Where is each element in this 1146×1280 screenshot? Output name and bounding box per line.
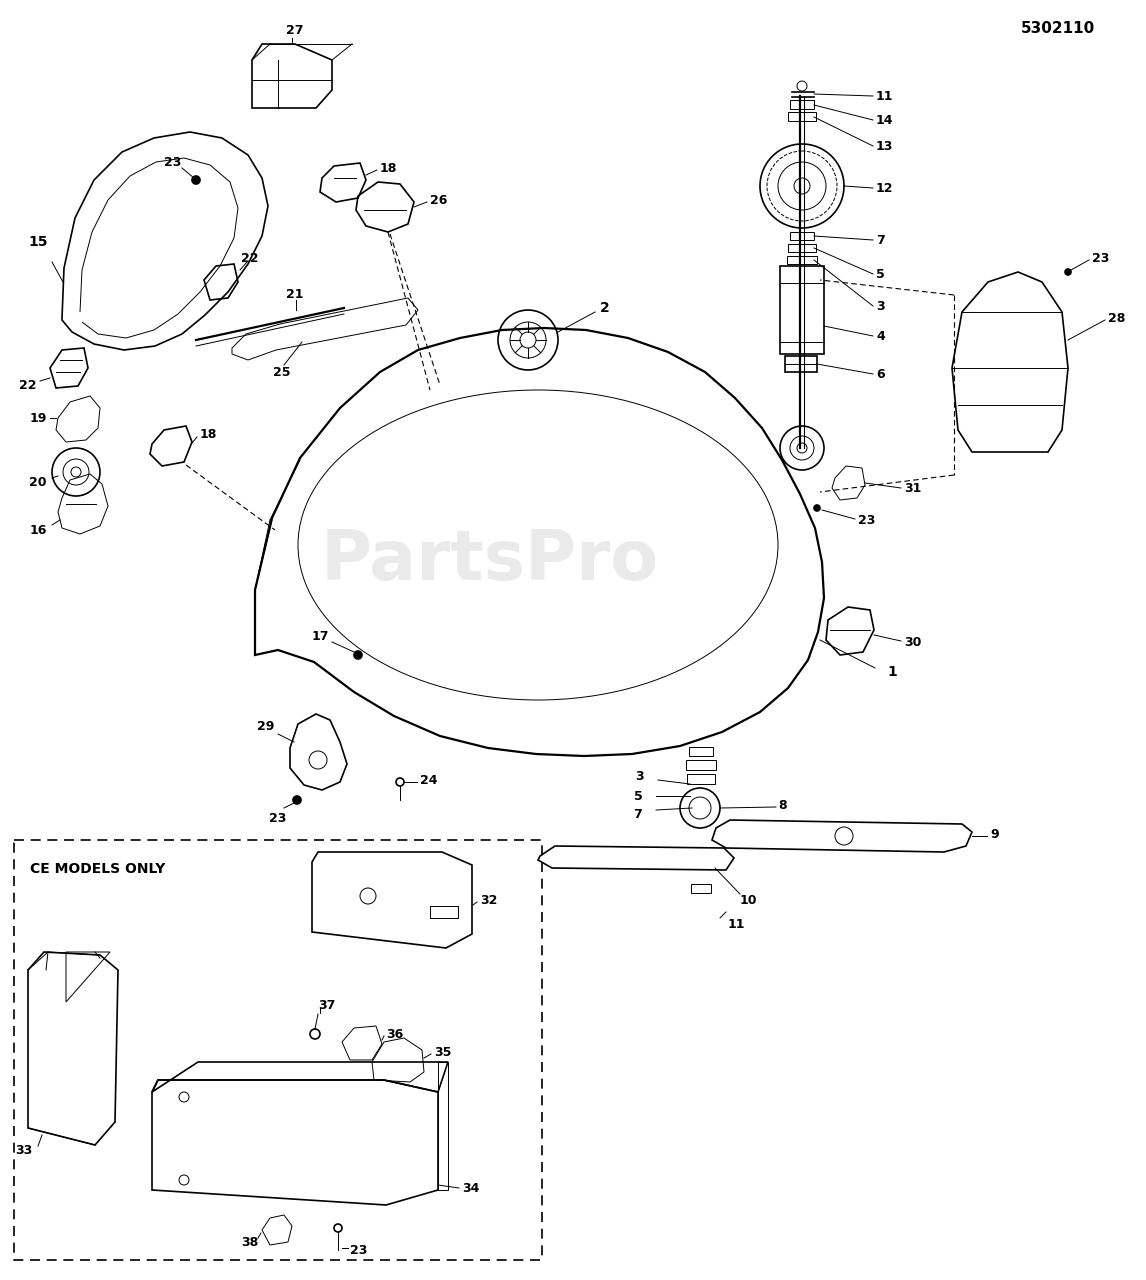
Text: 19: 19: [30, 411, 47, 425]
Text: 11: 11: [728, 918, 746, 931]
Circle shape: [814, 506, 821, 511]
Text: 23: 23: [858, 513, 876, 526]
Circle shape: [293, 796, 301, 804]
Bar: [790, 100, 814, 109]
Text: 6: 6: [876, 367, 885, 380]
Text: 30: 30: [904, 635, 921, 649]
Text: 31: 31: [904, 481, 921, 494]
Circle shape: [193, 177, 201, 184]
Text: 10: 10: [739, 893, 756, 906]
Text: 29: 29: [258, 719, 275, 732]
Text: 7: 7: [634, 808, 643, 820]
Text: 24: 24: [419, 773, 438, 786]
Bar: [689, 748, 713, 756]
Bar: [788, 113, 816, 122]
Text: 28: 28: [1108, 311, 1125, 325]
Text: 33: 33: [15, 1143, 32, 1157]
Bar: [788, 244, 816, 252]
Text: CE MODELS ONLY: CE MODELS ONLY: [30, 861, 165, 876]
Text: 23: 23: [1092, 251, 1109, 265]
Text: 15: 15: [29, 236, 48, 250]
Text: 2: 2: [601, 301, 610, 315]
Text: 23: 23: [269, 812, 286, 824]
Text: 4: 4: [876, 329, 885, 343]
Text: 36: 36: [386, 1028, 403, 1041]
Bar: [785, 356, 817, 372]
Text: 27: 27: [286, 23, 304, 37]
Text: 8: 8: [778, 799, 786, 812]
Text: 20: 20: [30, 475, 47, 489]
Text: 25: 25: [273, 366, 291, 379]
Text: 5302110: 5302110: [1021, 20, 1094, 36]
Text: 21: 21: [286, 288, 304, 301]
Bar: [686, 760, 716, 771]
Circle shape: [354, 652, 362, 659]
Text: 35: 35: [434, 1046, 452, 1059]
Text: 14: 14: [876, 114, 894, 127]
Text: 18: 18: [201, 428, 218, 440]
Text: 32: 32: [480, 893, 497, 906]
Text: 37: 37: [317, 998, 336, 1011]
Text: 22: 22: [19, 379, 37, 392]
Text: PartsPro: PartsPro: [321, 526, 659, 594]
Text: 23: 23: [350, 1243, 368, 1257]
Text: 38: 38: [242, 1235, 259, 1248]
Text: 17: 17: [312, 630, 329, 643]
Bar: [787, 256, 817, 264]
Text: 11: 11: [876, 90, 894, 102]
Text: 1: 1: [887, 666, 897, 678]
Text: 3: 3: [876, 300, 885, 312]
Text: 26: 26: [430, 193, 447, 206]
Text: 5: 5: [634, 790, 643, 803]
Text: 7: 7: [876, 233, 885, 247]
Text: 3: 3: [636, 769, 644, 782]
Circle shape: [1065, 269, 1072, 275]
Text: 9: 9: [990, 827, 998, 841]
Text: 16: 16: [30, 524, 47, 536]
Text: 12: 12: [876, 182, 894, 195]
Bar: [780, 266, 824, 355]
Text: 18: 18: [380, 161, 398, 174]
Text: 5: 5: [876, 268, 885, 280]
Text: 13: 13: [876, 140, 894, 152]
Bar: [691, 884, 711, 893]
Text: 23: 23: [164, 155, 182, 169]
Bar: [686, 774, 715, 783]
Text: 22: 22: [242, 251, 259, 265]
Text: 34: 34: [462, 1181, 479, 1194]
Bar: [790, 232, 814, 241]
